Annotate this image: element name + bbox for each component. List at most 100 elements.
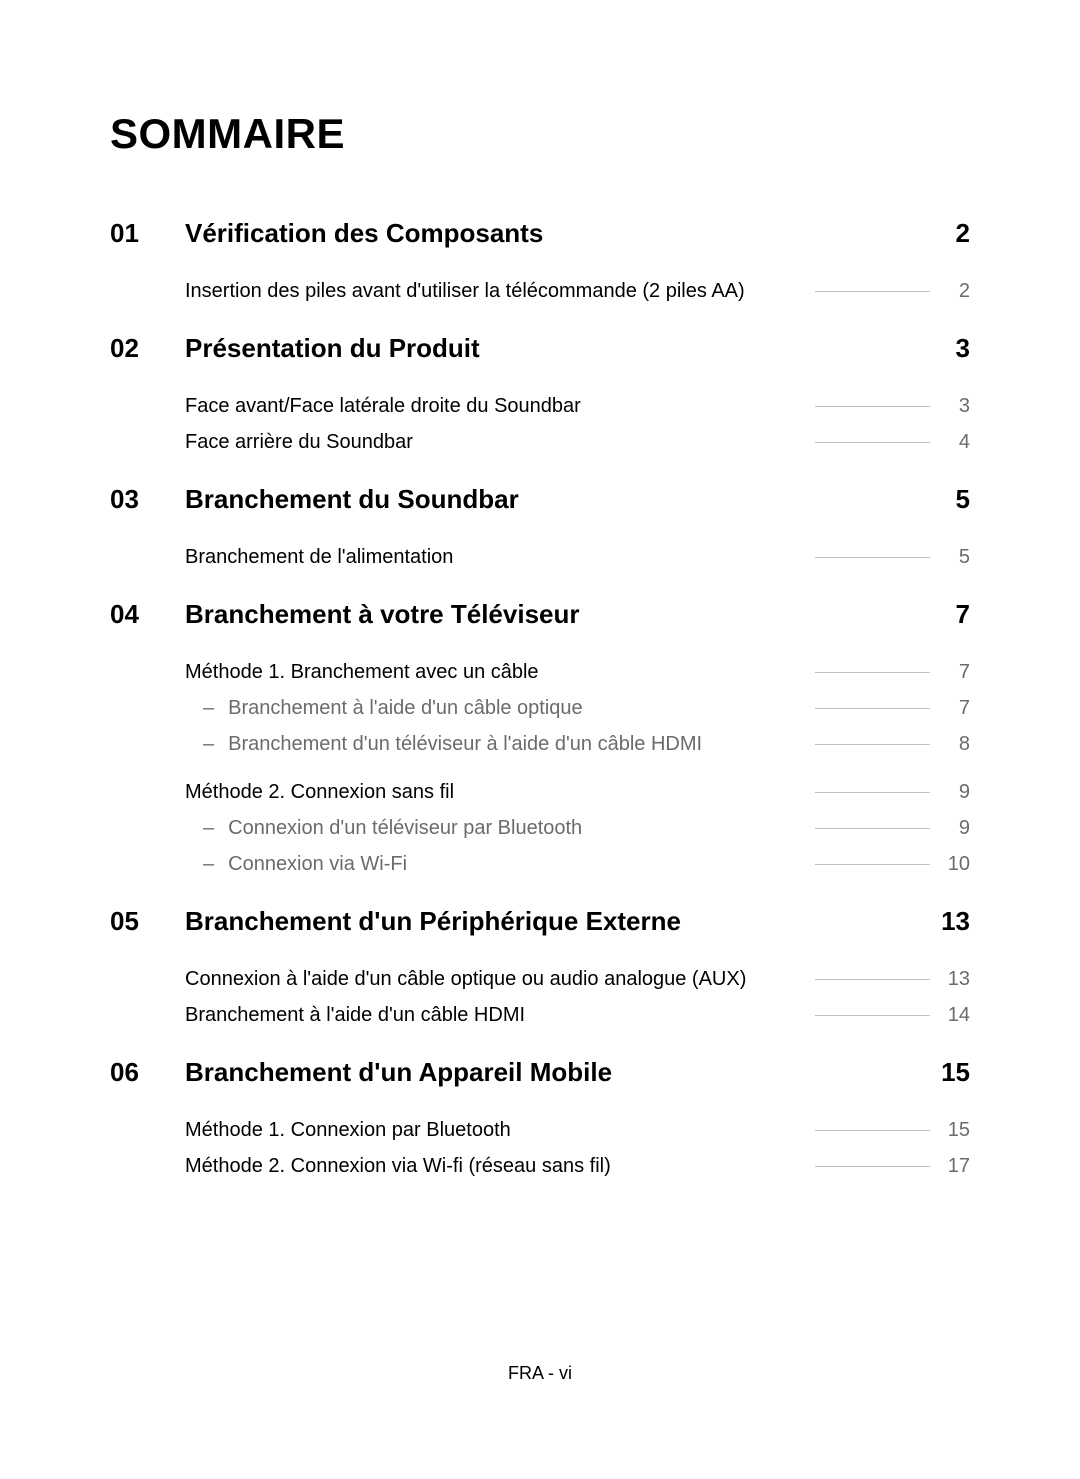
section-header: 04Branchement à votre Téléviseur7	[110, 599, 970, 630]
toc-entry: Branchement de l'alimentation 5	[185, 543, 970, 571]
section-header: 05Branchement d'un Périphérique Externe1…	[110, 906, 970, 937]
entry-page-number: 5	[930, 546, 970, 569]
entry-text: Méthode 1. Connexion par Bluetooth	[185, 1119, 511, 1142]
page-footer: FRA - vi	[0, 1363, 1080, 1384]
entry-text: Branchement d'un téléviseur à l'aide d'u…	[228, 733, 702, 756]
entry-page-number: 17	[930, 1155, 970, 1178]
leader-wrap	[582, 828, 930, 829]
entry-dash-icon: –	[203, 733, 214, 756]
leader-line	[815, 744, 930, 745]
leader-line	[815, 864, 930, 865]
leader-wrap	[702, 744, 930, 745]
entry-page-number: 4	[930, 431, 970, 454]
toc-section: 04Branchement à votre Téléviseur7 Méthode…	[110, 599, 970, 878]
section-title: Branchement à votre Téléviseur	[185, 599, 930, 630]
entry-page-number: 13	[930, 968, 970, 991]
entry-gap	[185, 766, 970, 778]
section-number: 02	[110, 333, 185, 364]
section-entries: Branchement de l'alimentation 5	[185, 543, 970, 571]
toc-section: 02Présentation du Produit3 Face avant/Fac…	[110, 333, 970, 456]
toc-entry: Méthode 2. Connexion via Wi-fi (réseau s…	[185, 1152, 970, 1180]
entry-text: Branchement de l'alimentation	[185, 546, 453, 569]
leader-line	[815, 708, 930, 709]
entry-page-number: 9	[930, 781, 970, 804]
entry-text: Branchement à l'aide d'un câble optique	[228, 697, 583, 720]
section-header: 01Vérification des Composants2	[110, 218, 970, 249]
leader-line	[815, 1130, 930, 1131]
leader-wrap	[611, 1166, 930, 1167]
entry-dash-icon: –	[203, 817, 214, 840]
entry-text: Méthode 2. Connexion sans fil	[185, 781, 454, 804]
entry-text-wrap: Méthode 2. Connexion via Wi-fi (réseau s…	[185, 1155, 611, 1178]
entry-text-wrap: –Branchement d'un téléviseur à l'aide d'…	[185, 733, 702, 756]
entry-text-wrap: –Connexion d'un téléviseur par Bluetooth	[185, 817, 582, 840]
leader-wrap	[525, 1015, 930, 1016]
section-title: Branchement d'un Périphérique Externe	[185, 906, 930, 937]
leader-wrap	[583, 708, 930, 709]
toc-entry: Méthode 1. Connexion par Bluetooth 15	[185, 1116, 970, 1144]
section-page-number: 7	[930, 599, 970, 630]
entry-page-number: 14	[930, 1004, 970, 1027]
section-page-number: 5	[930, 484, 970, 515]
leader-wrap	[407, 864, 930, 865]
entry-text-wrap: Méthode 2. Connexion sans fil	[185, 781, 454, 804]
leader-wrap	[581, 406, 930, 407]
entry-text: Connexion à l'aide d'un câble optique ou…	[185, 968, 746, 991]
entry-text-wrap: Branchement à l'aide d'un câble HDMI	[185, 1004, 525, 1027]
leader-wrap	[539, 672, 930, 673]
toc-section: 03Branchement du Soundbar5Branchement de…	[110, 484, 970, 571]
section-title: Branchement du Soundbar	[185, 484, 930, 515]
leader-line	[815, 291, 930, 292]
entry-text: Connexion via Wi-Fi	[228, 853, 407, 876]
section-header: 02Présentation du Produit3	[110, 333, 970, 364]
entry-text: Branchement à l'aide d'un câble HDMI	[185, 1004, 525, 1027]
entry-text: Face arrière du Soundbar	[185, 431, 413, 454]
page-title: SOMMAIRE	[110, 110, 970, 158]
toc-section: 01Vérification des Composants2 Insertion …	[110, 218, 970, 305]
entry-text-wrap: –Branchement à l'aide d'un câble optique	[185, 697, 583, 720]
toc-entry: Branchement à l'aide d'un câble HDMI 14	[185, 1001, 970, 1029]
section-number: 03	[110, 484, 185, 515]
entry-dash-icon: –	[203, 853, 214, 876]
section-page-number: 15	[930, 1057, 970, 1088]
leader-wrap	[453, 557, 930, 558]
section-page-number: 3	[930, 333, 970, 364]
leader-line	[815, 828, 930, 829]
section-header: 06Branchement d'un Appareil Mobile15	[110, 1057, 970, 1088]
entry-text: Méthode 1. Branchement avec un câble	[185, 661, 539, 684]
entry-text-wrap: Méthode 1. Branchement avec un câble	[185, 661, 539, 684]
toc-entry: Face arrière du Soundbar 4	[185, 428, 970, 456]
section-page-number: 13	[930, 906, 970, 937]
entry-page-number: 7	[930, 697, 970, 720]
entry-page-number: 3	[930, 395, 970, 418]
entry-text-wrap: Branchement de l'alimentation	[185, 546, 453, 569]
entry-text-wrap: Insertion des piles avant d'utiliser la …	[185, 280, 745, 303]
leader-wrap	[745, 291, 930, 292]
entry-text: Méthode 2. Connexion via Wi-fi (réseau s…	[185, 1155, 611, 1178]
entry-page-number: 9	[930, 817, 970, 840]
leader-line	[815, 1166, 930, 1167]
entry-text: Insertion des piles avant d'utiliser la …	[185, 280, 745, 303]
toc-entry: Face avant/Face latérale droite du Sound…	[185, 392, 970, 420]
section-title: Branchement d'un Appareil Mobile	[185, 1057, 930, 1088]
toc-entry: –Connexion d'un téléviseur par Bluetooth…	[185, 814, 970, 842]
leader-wrap	[746, 979, 930, 980]
entry-page-number: 15	[930, 1119, 970, 1142]
entry-page-number: 7	[930, 661, 970, 684]
page-container: SOMMAIRE 01Vérification des Composants2 I…	[0, 0, 1080, 1180]
leader-line	[815, 792, 930, 793]
entry-text: Face avant/Face latérale droite du Sound…	[185, 395, 581, 418]
entry-text-wrap: Face avant/Face latérale droite du Sound…	[185, 395, 581, 418]
toc-entry: –Branchement d'un téléviseur à l'aide d'…	[185, 730, 970, 758]
entry-text-wrap: –Connexion via Wi-Fi	[185, 853, 407, 876]
section-entries: Insertion des piles avant d'utiliser la …	[185, 277, 970, 305]
leader-line	[815, 1015, 930, 1016]
toc-section: 05Branchement d'un Périphérique Externe1…	[110, 906, 970, 1029]
section-header: 03Branchement du Soundbar5	[110, 484, 970, 515]
leader-line	[815, 557, 930, 558]
toc-entry: –Branchement à l'aide d'un câble optique…	[185, 694, 970, 722]
leader-line	[815, 672, 930, 673]
entry-page-number: 2	[930, 280, 970, 303]
entry-page-number: 10	[930, 853, 970, 876]
section-page-number: 2	[930, 218, 970, 249]
